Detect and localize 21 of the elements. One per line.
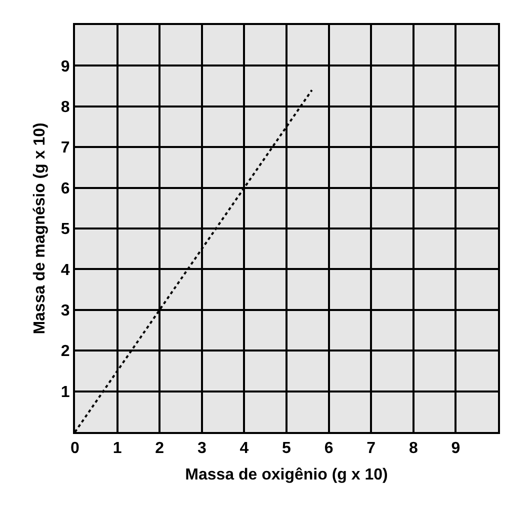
y-tick-label: 1 xyxy=(60,384,70,401)
y-tick-label: 7 xyxy=(60,140,70,157)
x-tick-label: 9 xyxy=(451,440,460,458)
x-tick-label: 5 xyxy=(282,440,292,458)
x-tick-label: 1 xyxy=(112,440,122,458)
x-tick-label: 4 xyxy=(240,440,249,458)
x-tick-label: 3 xyxy=(197,440,206,458)
y-tick-label: 2 xyxy=(60,343,70,360)
x-axis-title: Massa de oxigênio (g x 10) xyxy=(185,466,388,484)
y-axis-title: Massa de magnésio (g x 10) xyxy=(31,122,48,334)
y-tick-label: 5 xyxy=(60,221,70,238)
x-tick-label: 8 xyxy=(408,440,418,458)
y-tick-label: 9 xyxy=(60,58,70,76)
x-tick-label: 6 xyxy=(324,440,334,458)
x-tick-label: 2 xyxy=(155,440,164,458)
y-tick-label: 4 xyxy=(60,262,70,279)
x-tick-label: 0 xyxy=(70,440,80,458)
y-tick-label: 8 xyxy=(60,99,70,116)
x-tick-label: 7 xyxy=(366,440,376,458)
y-tick-label: 3 xyxy=(60,302,70,320)
y-tick-label: 6 xyxy=(60,180,70,198)
